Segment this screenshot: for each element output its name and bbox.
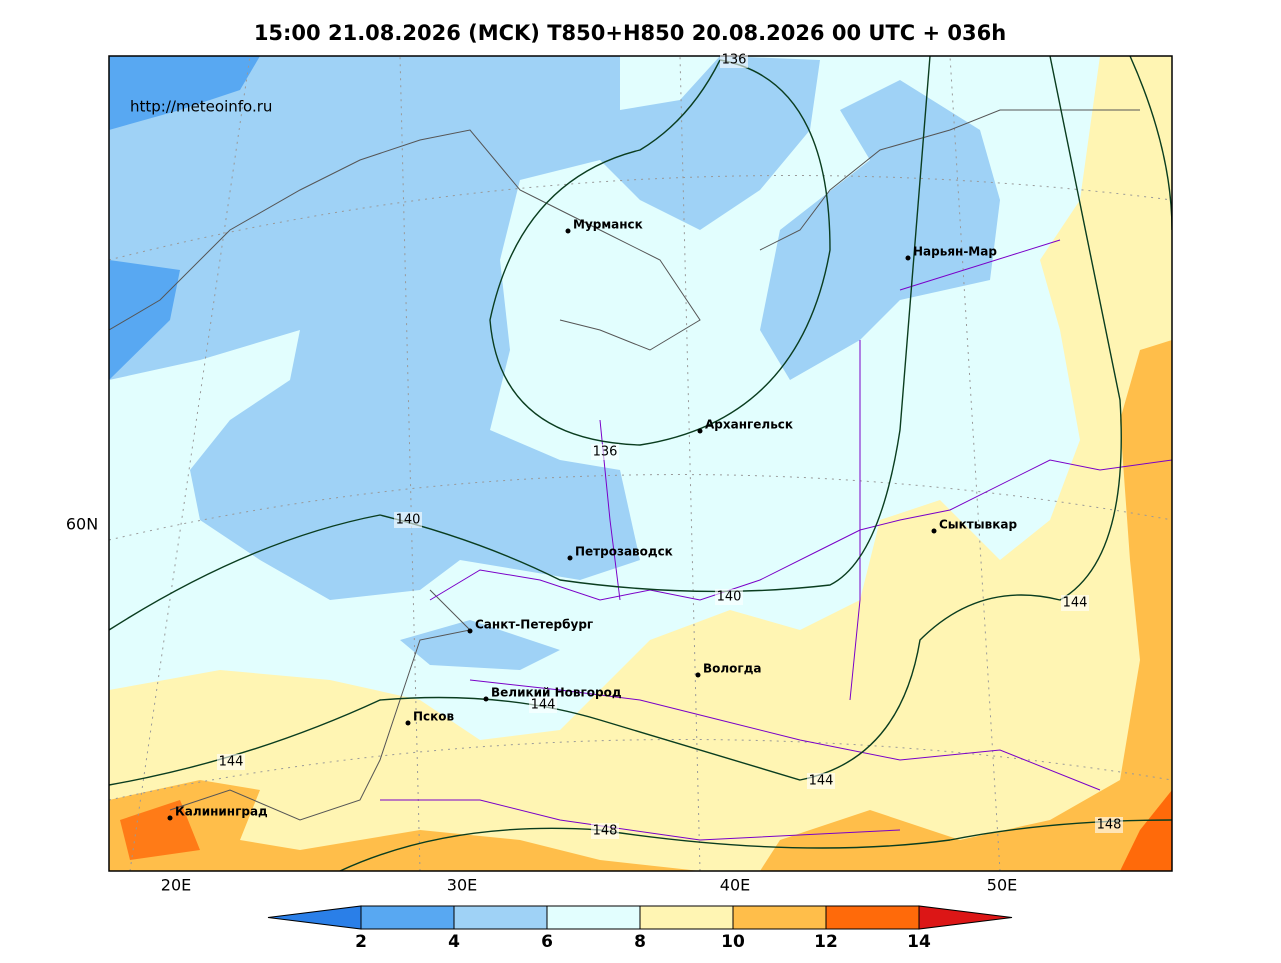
city-label: Нарьян-Мар (913, 245, 997, 259)
city-label: Мурманск (573, 218, 643, 232)
city-dot (405, 720, 411, 726)
contour-label-bg (807, 773, 835, 789)
contour-label: 140 (396, 513, 421, 528)
contour-label: 144 (531, 698, 556, 713)
map-frame (108, 55, 1173, 872)
contour-label: 140 (717, 590, 742, 605)
colorbar-tick-label: 4 (448, 932, 460, 952)
city-label: Вологда (703, 662, 761, 676)
city-label: Псков (413, 710, 455, 724)
contour-label: 136 (593, 445, 618, 460)
colorbar-tick-label: 12 (814, 932, 838, 952)
colorbar-tick-label: 2 (355, 932, 367, 952)
contour-label-bg (591, 823, 619, 839)
colorbar-segment (360, 905, 455, 930)
contour-label: 136 (722, 53, 747, 68)
contour-label: 144 (219, 755, 244, 770)
city-dot (483, 696, 489, 702)
lon-label: 30E (447, 876, 477, 895)
city-label: Санкт-Петербург (475, 618, 593, 632)
colorbar-high (918, 905, 1013, 930)
contour-label-bg (1061, 595, 1089, 611)
city-label: Архангельск (705, 418, 793, 432)
city-dot (167, 815, 173, 821)
lon-label: 50E (987, 876, 1017, 895)
city-label: Великий Новгород (491, 686, 622, 700)
contour-label-bg (715, 589, 743, 605)
contour-label-bg (591, 444, 619, 460)
colorbar-segment (453, 905, 548, 930)
contour-label: 144 (809, 774, 834, 789)
url: http://meteoinfo.ru (130, 98, 272, 116)
contour-label: 148 (1097, 818, 1122, 833)
city-dot (565, 228, 571, 234)
city-label: Петрозаводск (575, 545, 673, 559)
title: 15:00 21.08.2026 (MCK) T850+H850 20.08.2… (254, 21, 1006, 45)
contour-label: 144 (1063, 596, 1088, 611)
colorbar-tick-label: 8 (634, 932, 646, 952)
lon-label: 20E (161, 876, 191, 895)
city-dot (931, 528, 937, 534)
city-dot (467, 628, 473, 634)
colorbar-tick-label: 14 (907, 932, 931, 952)
lon-label: 40E (720, 876, 750, 895)
colorbar-tick-label: 6 (541, 932, 553, 952)
colorbar-segment (732, 905, 827, 930)
colorbar-segment (639, 905, 734, 930)
lat-label: 60N (66, 515, 98, 534)
city-dot (567, 555, 573, 561)
city-label: Сыктывкар (939, 518, 1017, 532)
city-dot (697, 428, 703, 434)
colorbar-segment (825, 905, 920, 930)
city-dot (905, 255, 911, 261)
contour-label: 148 (593, 824, 618, 839)
map-fields (109, 56, 1172, 871)
contour-label-bg (720, 52, 748, 68)
colorbar-segment (546, 905, 641, 930)
colorbar-low (267, 905, 362, 930)
colorbar-tick-label: 10 (721, 932, 745, 952)
contour-label-bg (1095, 817, 1123, 833)
city-dot (695, 672, 701, 678)
contour-label-bg (217, 754, 245, 770)
contour-label-bg (529, 697, 557, 713)
city-label: Калининград (175, 805, 268, 819)
contour-label-bg (394, 512, 422, 528)
